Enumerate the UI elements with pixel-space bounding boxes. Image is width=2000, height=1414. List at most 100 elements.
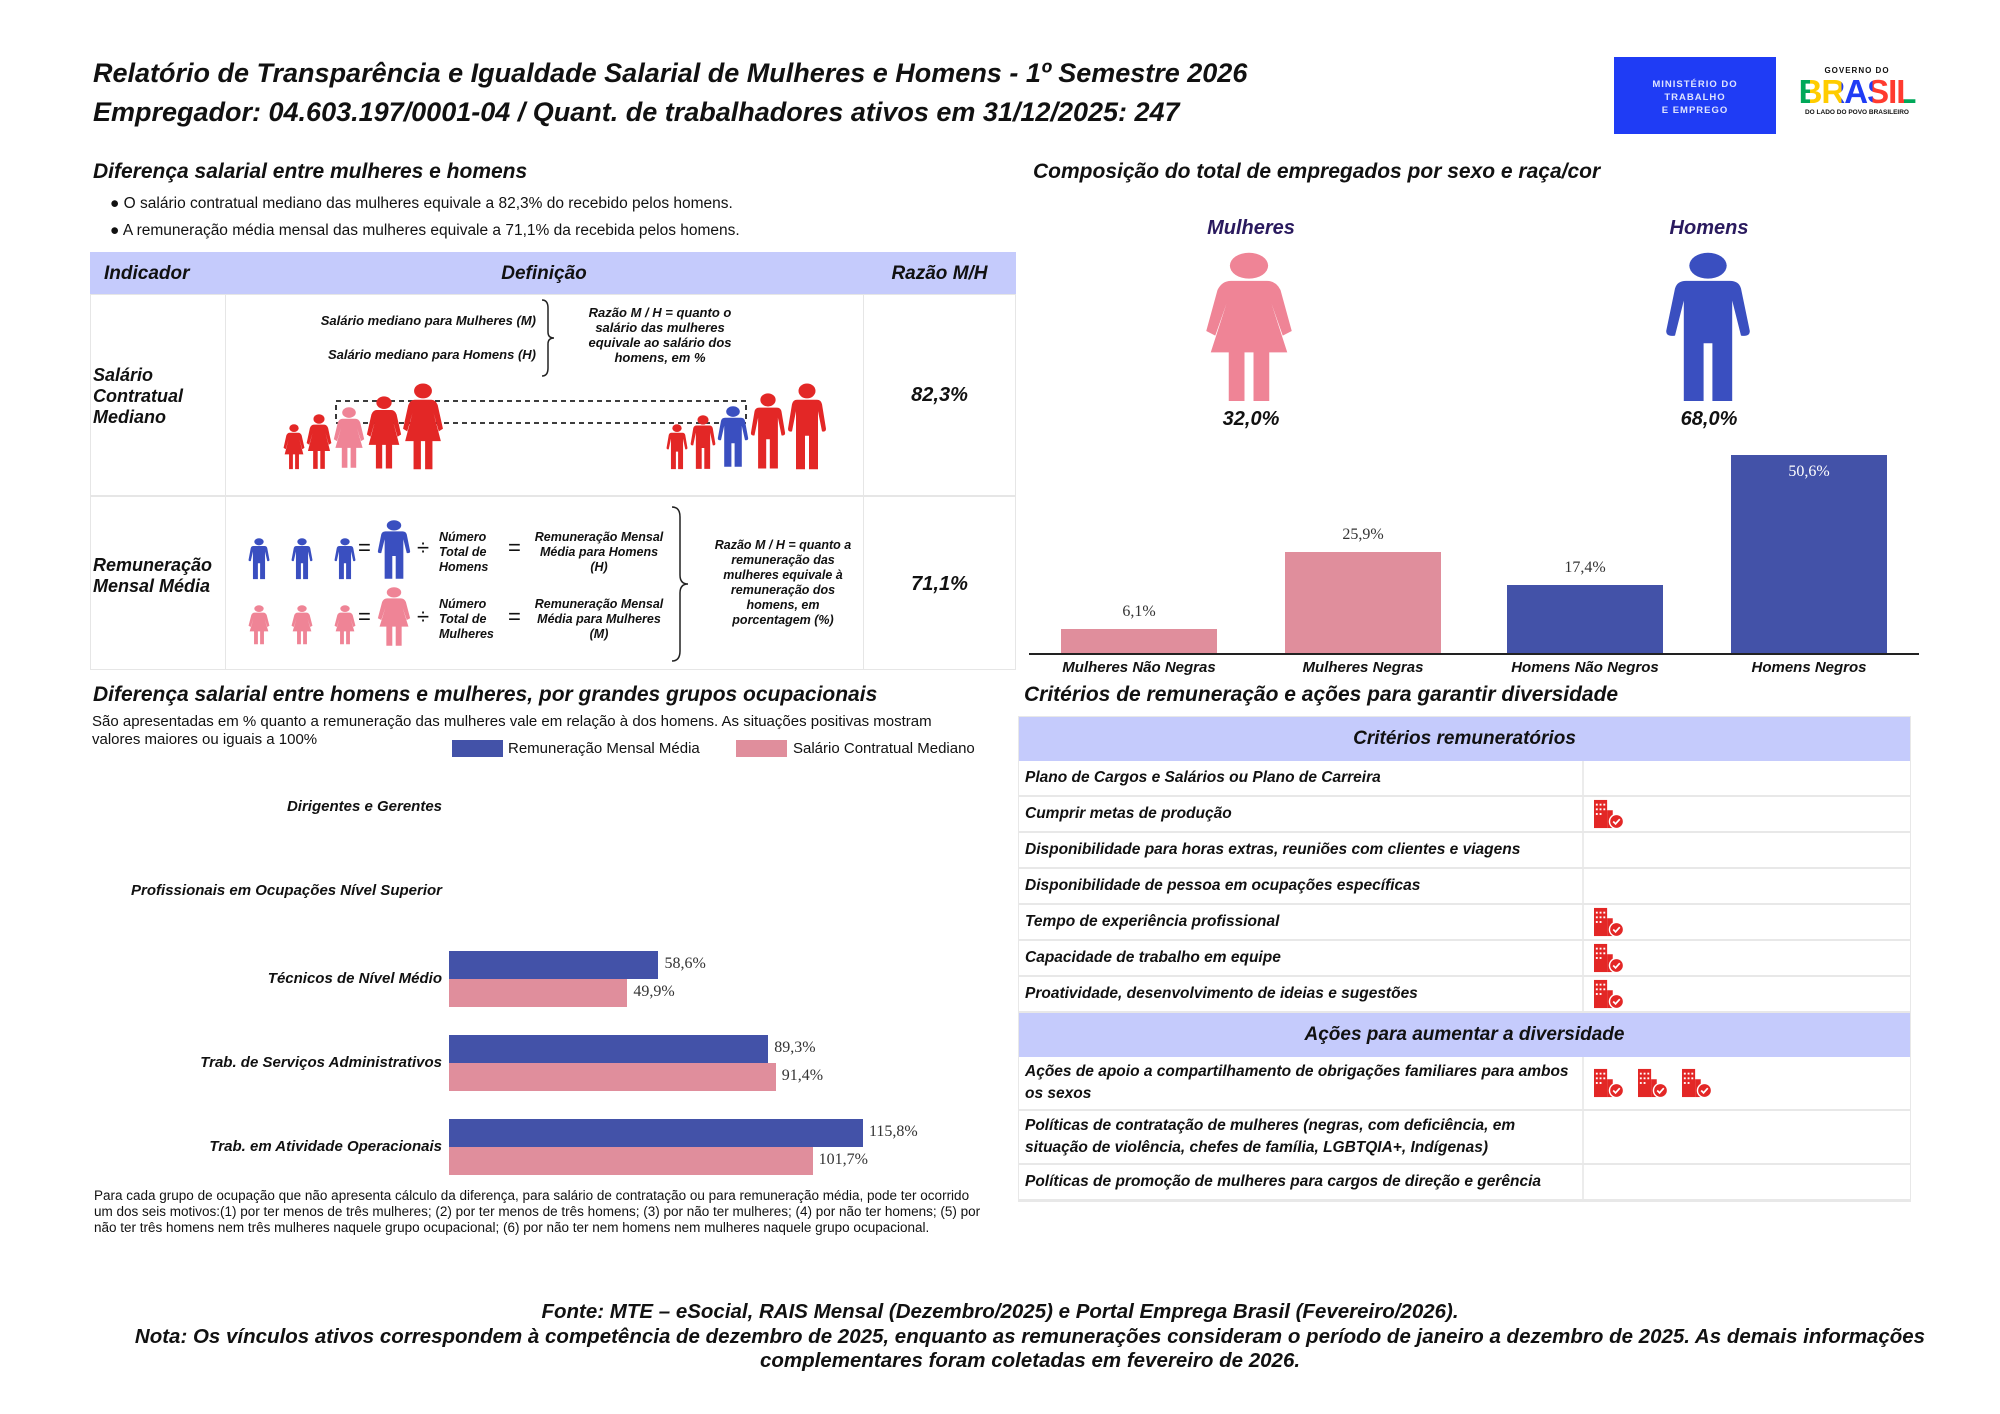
source-note: Fonte: MTE – eSocial, RAIS Mensal (Dezem… <box>541 1300 1459 1323</box>
criteria-icons <box>1582 1165 1910 1199</box>
occupations-description: São apresentadas em % quanto a remuneraç… <box>92 713 932 748</box>
building-check-icon <box>1593 799 1625 829</box>
table-row: Proatividade, desenvolvimento de ideias … <box>1019 977 1910 1013</box>
category-label: Trab. de Serviços Administrativos <box>200 1054 442 1071</box>
category-label: Mulheres Negras <box>1302 659 1424 676</box>
women-count-label: Número Total de Mulheres <box>439 597 494 641</box>
ratio-average: 71,1% <box>911 573 968 595</box>
legend-swatch-average <box>452 740 503 757</box>
bar-average <box>449 951 659 979</box>
man-icon <box>750 393 786 469</box>
category-label: Técnicos de Nível Médio <box>267 970 442 987</box>
data-label: 25,9% <box>1342 525 1384 543</box>
legend-swatch-median <box>736 740 787 757</box>
table-row: Disponibilidade para horas extras, reuni… <box>1019 833 1910 869</box>
man-icon <box>291 538 313 580</box>
category-label: Dirigentes e Gerentes <box>286 798 442 815</box>
average-ratio-explanation: Razão M / H = quanto a remuneração das m… <box>714 538 852 627</box>
building-check-icon <box>1637 1068 1669 1098</box>
women-percentage: 32,0% <box>1222 408 1280 430</box>
data-label: 49,9% <box>633 983 675 1000</box>
category-label: Homens Não Negros <box>1511 659 1659 676</box>
indicator-median-salary: Salário Contratual Mediano <box>93 365 183 427</box>
median-ratio-explanation: Razão M / H = quanto o salário das mulhe… <box>588 305 732 365</box>
data-label: 89,3% <box>774 1039 816 1056</box>
indicator-table-header <box>90 252 1016 294</box>
women-average-pay-label: Remuneração Mensal Média para Mulheres (… <box>534 597 664 641</box>
category-label: Homens Negros <box>1751 659 1867 676</box>
data-label: 58,6% <box>664 955 706 972</box>
composition-bar-chart: 6,1% Mulheres Não Negras 25,9% Mulheres Neg… <box>1029 440 1919 680</box>
criteria-label: Capacidade de trabalho em equipe <box>1025 949 1281 966</box>
criteria-icons <box>1582 869 1910 903</box>
woman-icon <box>366 396 402 469</box>
logo-line: TRABALHO <box>1664 92 1726 103</box>
divide-sign: ÷ <box>417 535 430 560</box>
bar-median <box>449 1147 813 1175</box>
criteria-table: Critérios remuneratórios Plano de Cargos … <box>1018 716 1911 1202</box>
table-row: Ações de apoio a compartilhamento de obr… <box>1019 1057 1910 1111</box>
report-title: Relatório de Transparência e Igualdade S… <box>93 58 1248 88</box>
brace-icon <box>671 506 689 662</box>
occupations-footnote: Para cada grupo de ocupação que não apre… <box>94 1188 981 1235</box>
data-label: 50,6% <box>1788 463 1830 480</box>
criteria-label: Cumprir metas de produção <box>1025 805 1232 822</box>
man-icon <box>666 424 688 470</box>
equals-sign: = <box>358 535 371 560</box>
men-label: Homens <box>1669 217 1749 239</box>
data-label: 91,4% <box>781 1067 824 1084</box>
men-average-pay-label: Remuneração Mensal Média para Homens (H) <box>534 530 664 574</box>
data-label: 115,8% <box>868 1123 918 1140</box>
def-median-women: Salário mediano para Mulheres (M) <box>320 313 536 328</box>
section-heading-composition: Composição do total de empregados por se… <box>1033 160 1601 183</box>
woman-figure-icon <box>1206 252 1292 401</box>
building-check-icon <box>1681 1068 1713 1098</box>
woman-median-icon <box>333 407 365 468</box>
table-row: Disponibilidade de pessoa em ocupações e… <box>1019 869 1910 905</box>
table-row: Políticas de contratação de mulheres (ne… <box>1019 1111 1910 1165</box>
criteria-label: Disponibilidade para horas extras, reuni… <box>1025 841 1521 858</box>
man-icon <box>248 538 270 580</box>
criteria-icons <box>1582 797 1910 831</box>
table-row: Políticas de promoção de mulheres para c… <box>1019 1165 1910 1201</box>
criteria-label: Ações de apoio a compartilhamento de obr… <box>1025 1063 1569 1102</box>
legend-label-average: Remuneração Mensal Média <box>508 740 700 757</box>
bar <box>1061 629 1217 653</box>
woman-total-icon <box>377 587 411 646</box>
bar <box>1507 584 1663 653</box>
average-pay-people-illustration <box>248 520 411 646</box>
criteria-icons <box>1582 977 1910 1011</box>
woman-icon <box>403 383 443 470</box>
woman-icon <box>248 605 270 645</box>
occupations-bar-chart: Dirigentes e Gerentes Profissionais em Oc… <box>90 770 1010 1180</box>
category-label: Mulheres Não Negras <box>1062 659 1216 676</box>
logo-gov-bottom: DO LADO DO POVO BRASILEIRO <box>1804 109 1909 116</box>
woman-icon <box>334 605 356 645</box>
criteria-section-header: Ações para aumentar a diversidade <box>1019 1013 1910 1057</box>
bar <box>1731 455 1887 653</box>
category-label: Profissionais em Ocupações Nível Superio… <box>131 882 442 899</box>
table-row: Plano de Cargos e Salários ou Plano de C… <box>1019 761 1910 797</box>
table-row: Capacidade de trabalho em equipe <box>1019 941 1910 977</box>
divide-sign: ÷ <box>417 604 430 629</box>
bar-median <box>449 979 628 1007</box>
table-cell <box>863 294 1016 496</box>
bullet-average: ● A remuneração média mensal das mulhere… <box>110 222 740 239</box>
x-axis-line <box>1029 653 1919 655</box>
header-razao: Razão M/H <box>891 263 988 284</box>
header-definicao: Definição <box>501 263 587 284</box>
data-label: 101,7% <box>818 1151 868 1168</box>
section-heading-salary-gap: Diferença salarial entre mulheres e home… <box>93 160 528 183</box>
building-check-icon <box>1593 907 1625 937</box>
criteria-icons <box>1582 833 1910 867</box>
government-logo: GOVERNO DO BRASIL DO LADO DO POVO BRASIL… <box>1779 57 1935 134</box>
legend-label-median: Salário Contratual Mediano <box>793 740 975 757</box>
footer-note: Nota: Os vínculos ativos correspondem à … <box>134 1325 1926 1372</box>
bullet-median: ● O salário contratual mediano das mulhe… <box>110 195 733 212</box>
criteria-label: Disponibilidade de pessoa em ocupações e… <box>1025 877 1421 894</box>
man-figure-icon <box>1666 252 1750 401</box>
table-cell <box>90 294 226 496</box>
def-median-men: Salário mediano para Homens (H) <box>327 347 536 362</box>
criteria-label: Políticas de promoção de mulheres para c… <box>1025 1173 1542 1190</box>
man-icon <box>788 383 826 470</box>
